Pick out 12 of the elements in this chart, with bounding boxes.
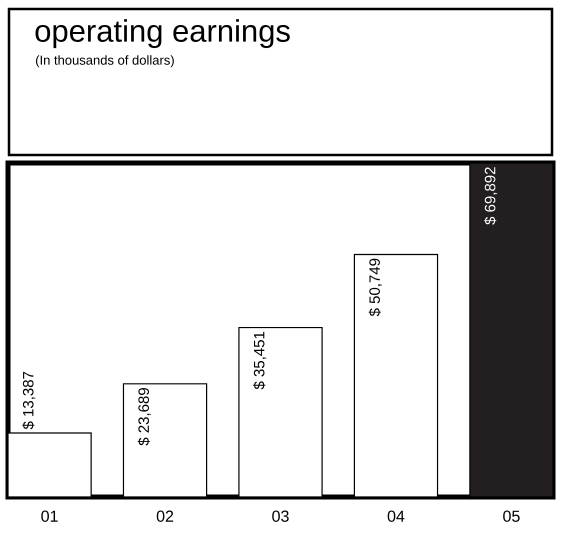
chart-subtitle: (In thousands of dollars) — [36, 55, 174, 68]
chart-title: operating earnings — [36, 19, 290, 48]
x-tick-label: 04 — [388, 510, 404, 522]
data-label: $ 23,689 — [138, 388, 151, 446]
data-label: $ 69,892 — [484, 167, 498, 225]
x-tick-label: 01 — [41, 510, 58, 522]
data-label: $ 50,749 — [368, 258, 382, 316]
x-tick-label: 05 — [503, 510, 520, 522]
x-tick-label: 02 — [156, 510, 174, 522]
x-tick-label: 03 — [272, 510, 289, 522]
data-label: $ 13,387 — [22, 372, 36, 430]
data-label: $ 35,451 — [253, 332, 266, 390]
